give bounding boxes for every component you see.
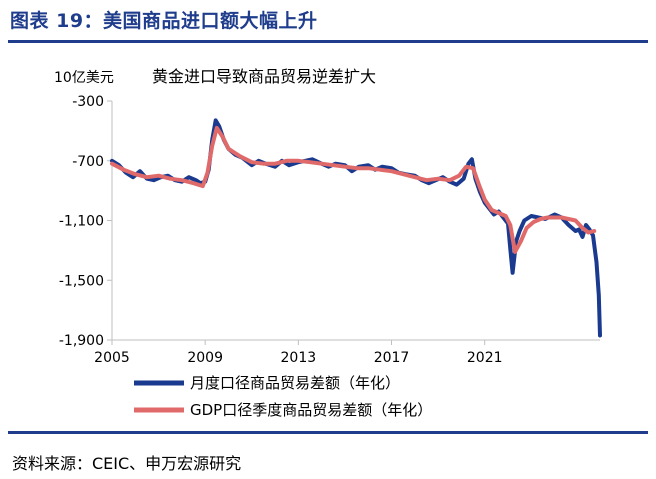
- series-layer: [110, 118, 602, 338]
- figure-title: 图表 19：美国商品进口额大幅上升: [10, 10, 318, 32]
- y-unit-label: 10亿美元: [54, 70, 114, 86]
- series-gdp-line: [110, 125, 597, 254]
- y-tick-label: -1,500: [59, 273, 104, 289]
- x-tick-label: 2005: [94, 350, 130, 366]
- footer-rule: [8, 431, 648, 434]
- source-note: 资料来源：CEIC、申万宏源研究: [12, 454, 242, 473]
- x-tick-label: 2021: [467, 350, 503, 366]
- legend: 月度口径商品贸易差额（年化） GDP口径季度商品贸易差额（年化）: [134, 374, 432, 419]
- y-tick-label: -1,900: [59, 333, 104, 349]
- x-tick-label: 2013: [281, 350, 317, 366]
- y-tick-label: -700: [72, 154, 104, 170]
- trade-balance-chart: 10亿美元 黄金进口导致商品贸易逆差扩大 -300 -700 -1,100 -1,50…: [54, 67, 602, 419]
- x-tick-label: 2017: [374, 350, 410, 366]
- y-tick-label: -300: [72, 94, 104, 110]
- legend-label-gdp: GDP口径季度商品贸易差额（年化）: [190, 401, 432, 419]
- x-tick-label: 2009: [187, 350, 223, 366]
- y-tick-label: -1,100: [59, 214, 104, 230]
- chart-annotation: 黄金进口导致商品贸易逆差扩大: [152, 67, 376, 86]
- title-rule: [8, 40, 648, 43]
- legend-label-monthly: 月度口径商品贸易差额（年化）: [190, 374, 400, 392]
